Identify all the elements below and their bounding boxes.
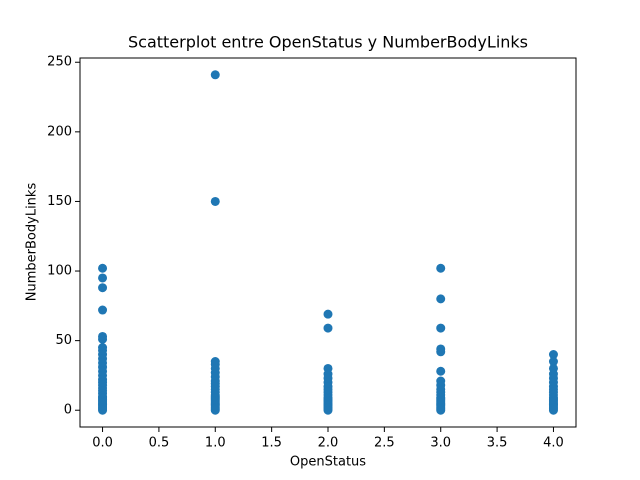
plot-frame	[79, 57, 577, 428]
point	[548, 350, 558, 360]
point	[548, 405, 558, 415]
point	[210, 405, 220, 415]
point	[323, 323, 333, 333]
y-tick-label: 250	[47, 55, 72, 70]
x-axis-label: OpenStatus	[290, 455, 366, 470]
x-tick-label: 0.0	[92, 436, 113, 451]
point	[548, 357, 558, 367]
x-tick-label: 1.5	[261, 436, 282, 451]
point	[436, 366, 446, 376]
point	[98, 305, 108, 315]
point	[98, 334, 108, 344]
point	[98, 283, 108, 293]
point	[323, 309, 333, 319]
point	[323, 405, 333, 415]
point	[436, 405, 446, 415]
y-tick-label: 50	[55, 333, 72, 348]
y-tick-label: 150	[47, 194, 72, 209]
point	[98, 263, 108, 273]
point	[210, 196, 220, 206]
x-tick-label: 3.5	[487, 436, 508, 451]
chart-title: Scatterplot entre OpenStatus y NumberBod…	[128, 33, 528, 52]
x-tick-label: 1.0	[205, 436, 226, 451]
x-tick-label: 2.5	[374, 436, 395, 451]
x-tick-label: 3.0	[430, 436, 451, 451]
x-tick-label: 0.5	[149, 436, 170, 451]
x-tick-label: 4.0	[543, 436, 564, 451]
point	[210, 70, 220, 80]
point	[436, 347, 446, 357]
y-tick-label: 200	[47, 124, 72, 139]
point	[436, 263, 446, 273]
point	[436, 323, 446, 333]
x-tick-label: 2.0	[318, 436, 339, 451]
point	[98, 273, 108, 283]
y-tick-label: 0	[64, 403, 72, 418]
y-tick-label: 100	[47, 264, 72, 279]
point	[436, 294, 446, 304]
y-axis-label: NumberBodyLinks	[25, 183, 40, 302]
point	[98, 405, 108, 415]
